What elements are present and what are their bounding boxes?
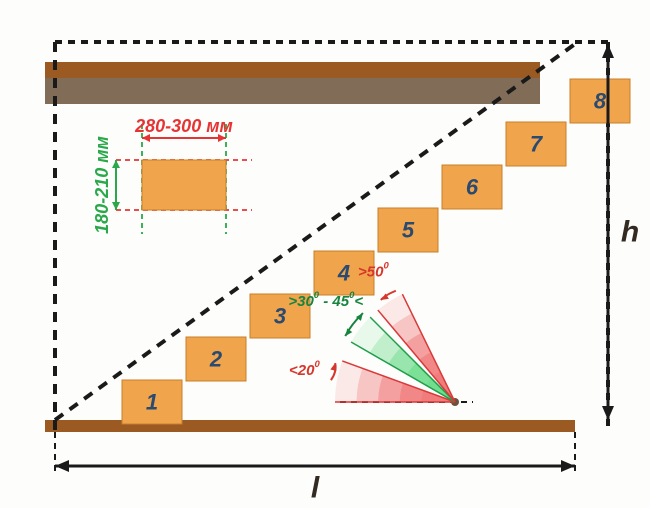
stair-step-number: 1 [146,390,158,415]
upper-floor-slab [45,62,540,78]
height-label: h [621,216,639,249]
stair-step-number: 8 [594,89,607,114]
inset-height-label: 180-210 мм [92,136,112,234]
inset-step-rect [142,160,226,210]
stair-step-number: 7 [530,132,544,157]
length-label: l [311,472,320,505]
inset-width-label: 280-300 мм [134,116,233,136]
stair-step-number: 6 [466,175,479,200]
upper-floor-shadow [45,78,540,104]
stair-step-number: 2 [209,347,223,372]
stair-step-number: 3 [274,304,286,329]
stair-step-number: 5 [402,218,415,243]
stair-step-number: 4 [337,261,350,286]
